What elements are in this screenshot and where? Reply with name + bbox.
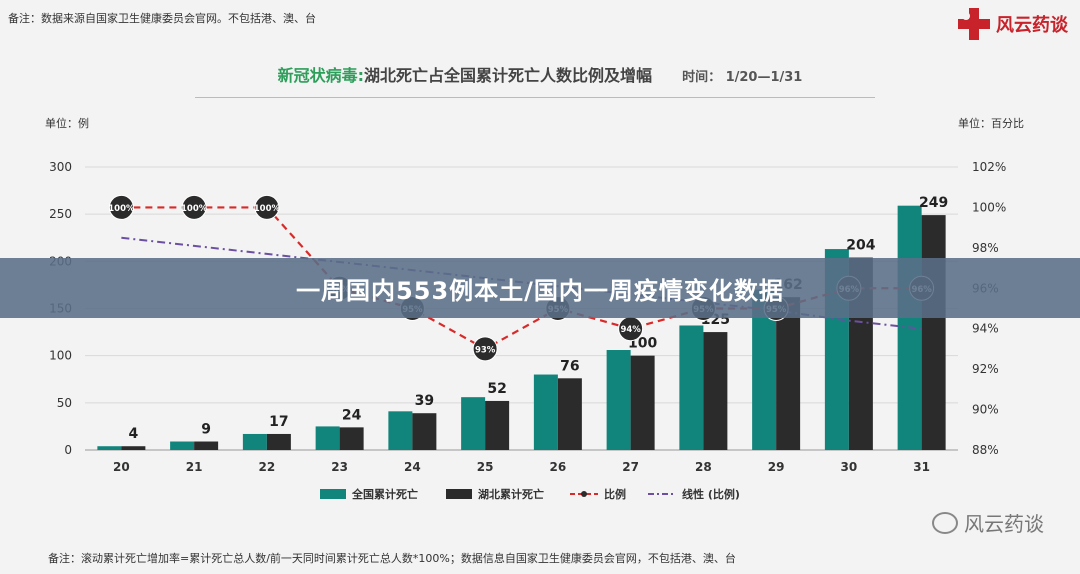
bar-hubei-deaths: [703, 332, 728, 450]
y-right-tick-label: 90%: [972, 403, 999, 417]
bar-hubei-deaths: [630, 355, 655, 450]
ratio-point-label: 93%: [475, 345, 496, 355]
y-left-tick-label: 300: [49, 160, 72, 174]
bar-data-label: 4: [129, 426, 139, 442]
bar-data-label: 9: [201, 422, 211, 438]
bar-national-deaths: [388, 411, 413, 450]
left-axis-unit: 单位：例: [45, 117, 89, 130]
bar-hubei-deaths: [266, 433, 291, 450]
bar-hubei-deaths: [339, 427, 364, 450]
x-tick-label: 30: [841, 460, 858, 474]
y-right-tick-label: 94%: [972, 322, 999, 336]
y-right-tick-label: 100%: [972, 200, 1006, 214]
bar-data-label: 249: [919, 195, 948, 211]
y-right-tick-label: 102%: [972, 160, 1006, 174]
bar-national-deaths: [679, 325, 704, 450]
x-tick-label: 27: [622, 460, 639, 474]
bar-hubei-deaths: [121, 446, 146, 450]
x-tick-label: 28: [695, 460, 712, 474]
legend-label-ratio: 比例: [604, 487, 626, 501]
chat-bubble-icon: [932, 511, 958, 534]
bar-hubei-deaths: [557, 378, 582, 450]
bar-hubei-deaths: [776, 297, 801, 450]
bar-data-label: 39: [415, 393, 434, 409]
overlay-banner: 一周国内553例本土/国内一周疫情变化数据: [0, 258, 1080, 318]
bar-national-deaths: [461, 397, 486, 450]
ratio-point: [181, 194, 207, 220]
brand-logo: 风云药谈: [956, 4, 1068, 44]
legend-label-hubei: 湖北累计死亡: [478, 487, 544, 501]
x-tick-label: 29: [768, 460, 785, 474]
chart-title-prefix: 新冠状病毒:: [277, 66, 365, 85]
y-left-tick-label: 0: [64, 443, 72, 457]
bar-national-deaths: [606, 350, 631, 450]
y-left-tick-label: 250: [49, 207, 72, 221]
x-tick-label: 21: [186, 460, 203, 474]
x-tick-label: 24: [404, 460, 421, 474]
ratio-point-label: 100%: [181, 204, 208, 214]
footer-note: 备注：滚动累计死亡增加率=累计死亡总人数/前一天同时间累计死亡总人数*100%；…: [48, 552, 736, 565]
bar-data-label: 17: [269, 414, 288, 430]
legend-label-national: 全国累计死亡: [351, 487, 418, 501]
x-tick-label: 23: [331, 460, 348, 474]
ratio-point: [108, 194, 134, 220]
y-right-tick-label: 98%: [972, 241, 999, 255]
cross-logo-icon: [958, 8, 990, 40]
x-tick-label: 22: [259, 460, 276, 474]
bar-national-deaths: [170, 441, 195, 450]
bar-national-deaths: [97, 446, 122, 450]
right-axis-unit: 单位：百分比: [958, 117, 1024, 130]
legend-swatch-hubei: [446, 489, 472, 499]
ratio-point-label: 100%: [108, 204, 135, 214]
source-note: 备注：数据来源自国家卫生健康委员会官网。不包括港、澳、台: [8, 12, 316, 25]
bar-hubei-deaths: [921, 215, 946, 450]
ratio-point: [472, 336, 498, 362]
bar-data-label: 52: [487, 381, 506, 397]
bar-national-deaths: [315, 426, 340, 450]
bar-hubei-deaths: [412, 413, 437, 450]
bar-hubei-deaths: [485, 400, 510, 450]
x-tick-label: 25: [477, 460, 494, 474]
legend-label-trend: 线性 (比例): [682, 487, 740, 501]
chart-time-range: 时间： 1/20—1/31: [682, 70, 803, 85]
watermark-text: 风云药谈: [964, 512, 1044, 536]
legend-marker-ratio: [581, 491, 587, 497]
chart-title-main: 湖北死亡占全国累计死亡人数比例及增幅: [364, 66, 653, 85]
ratio-point: [254, 194, 280, 220]
legend-swatch-national: [320, 489, 346, 499]
x-tick-label: 31: [913, 460, 930, 474]
y-right-tick-label: 92%: [972, 362, 999, 376]
title-divider: [195, 97, 875, 98]
x-tick-label: 26: [550, 460, 567, 474]
bar-national-deaths: [533, 374, 558, 450]
logo-text: 风云药谈: [996, 15, 1068, 36]
x-tick-label: 20: [113, 460, 130, 474]
bar-data-label: 24: [342, 407, 362, 423]
ratio-point-label: 100%: [254, 204, 281, 214]
bar-data-label: 76: [560, 358, 579, 374]
banner-title: 一周国内553例本土/国内一周疫情变化数据: [296, 276, 784, 305]
watermark: 风云药谈: [932, 508, 1044, 537]
bar-data-label: 204: [846, 238, 875, 254]
y-right-tick-label: 88%: [972, 443, 999, 457]
chart-title: 新冠状病毒:湖北死亡占全国累计死亡人数比例及增幅 时间： 1/20—1/31: [0, 62, 1080, 86]
y-left-tick-label: 50: [57, 396, 72, 410]
bar-national-deaths: [242, 433, 267, 450]
bar-hubei-deaths: [194, 441, 219, 450]
y-left-tick-label: 100: [49, 349, 72, 363]
ratio-point-label: 94%: [620, 325, 641, 335]
